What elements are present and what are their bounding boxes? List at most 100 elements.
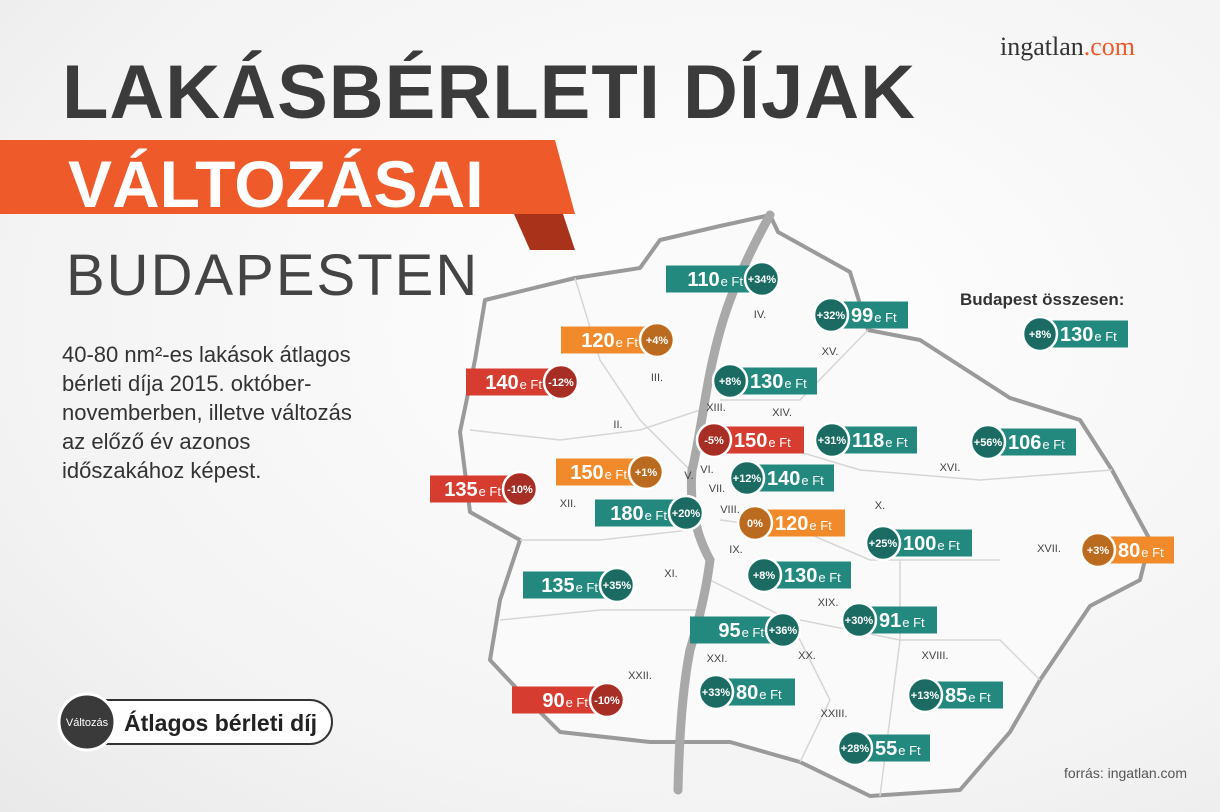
change-label: +25% [869, 538, 898, 550]
change-circle [840, 601, 878, 639]
badge: +4% 120e Ft [561, 321, 676, 359]
change-label: +1% [635, 467, 658, 479]
change-circle [736, 504, 774, 542]
price-label: 55e Ft [875, 738, 921, 760]
change-circle [743, 260, 781, 298]
price-label: 150e Ft [570, 462, 627, 484]
price-value: 85 [945, 685, 967, 707]
change-circle [711, 362, 749, 400]
change-circle [812, 296, 850, 334]
legend-price: Átlagos bérleti díj [124, 709, 317, 736]
change-circle-shade [1082, 534, 1114, 566]
price-value: 130 [1060, 324, 1093, 346]
change-circle-shade [601, 569, 633, 601]
district-label: III. [651, 372, 663, 384]
change-circle [836, 729, 874, 767]
badge: +31% 118e Ft [813, 421, 917, 459]
price-value: 120 [775, 513, 808, 535]
change-circle-shade [815, 299, 847, 331]
change-circle [813, 421, 851, 459]
price-value: 140 [767, 468, 800, 490]
title-banner [0, 140, 555, 214]
district-label: VII. [709, 483, 726, 495]
price-value: 140 [485, 372, 518, 394]
badge: +30% 91e Ft [840, 601, 937, 639]
change-label: +20% [672, 508, 701, 520]
price-unit: e Ft [520, 377, 543, 392]
legend-circle [57, 692, 117, 752]
badge: +28% 55e Ft [836, 729, 930, 767]
change-circle-shade [867, 527, 899, 559]
change-label: +34% [748, 274, 777, 286]
change-label: +8% [719, 376, 742, 388]
change-circle-shade [972, 426, 1004, 458]
district-label: XV. [822, 346, 839, 358]
price-label: 80e Ft [736, 682, 782, 704]
price-unit: e Ft [784, 376, 807, 391]
change-circle-shade [731, 462, 763, 494]
price-value: 135 [541, 575, 574, 597]
change-circle [501, 470, 539, 508]
price-label: 130e Ft [1060, 324, 1117, 346]
district-label: XIII. [706, 402, 726, 414]
change-circle [745, 556, 783, 594]
change-label: +8% [1029, 329, 1052, 341]
badge: +33% 80e Ft [697, 673, 795, 711]
district-label: VI. [700, 464, 713, 476]
badge: +8% 130e Ft [711, 362, 817, 400]
price-value: 110 [687, 269, 719, 291]
price-value: 130 [784, 565, 817, 587]
price-unit: e Ft [645, 508, 668, 523]
title-line-3: BUDAPESTEN [66, 243, 479, 308]
price-label: 118e Ft [852, 430, 908, 452]
price-value: 118 [852, 430, 884, 452]
price-value: 80 [1118, 540, 1140, 562]
banner-edge [500, 140, 575, 214]
badge: +25% 100e Ft [864, 524, 972, 562]
change-circle [697, 673, 735, 711]
price-value: 100 [903, 533, 936, 555]
title-line-2: VÁLTOZÁSAI [68, 147, 484, 221]
price-unit: e Ft [902, 615, 925, 630]
change-circle-shade [670, 497, 702, 529]
badge: +20% 180e Ft [595, 494, 705, 532]
district-label: XI. [664, 568, 677, 580]
price-label: 110e Ft [687, 269, 743, 291]
price-unit: e Ft [1094, 329, 1117, 344]
change-circle [627, 453, 665, 491]
badge: -10% 90e Ft [512, 681, 626, 719]
badge: +8% 130e Ft [745, 556, 851, 594]
price-value: 130 [750, 371, 783, 393]
change-circle-shade [1024, 318, 1056, 350]
price-unit: e Ft [809, 518, 832, 533]
district-label: XIX. [818, 597, 839, 609]
badge: +8% 130e Ft [1021, 315, 1128, 353]
price-unit: e Ft [885, 435, 908, 450]
change-circle-shade [545, 366, 577, 398]
change-circle [969, 423, 1007, 461]
price-label: 120e Ft [775, 513, 832, 535]
price-unit: e Ft [801, 473, 824, 488]
logo-tld: .com [1084, 32, 1135, 61]
change-label: +35% [603, 580, 632, 592]
price-label: 150e Ft [734, 430, 791, 452]
change-label: +33% [702, 687, 731, 699]
price-label: 130e Ft [784, 565, 841, 587]
price-label: 135e Ft [541, 575, 598, 597]
district-label: X. [875, 500, 885, 512]
change-circle-shade [591, 684, 623, 716]
change-circle-shade [714, 365, 746, 397]
change-circle-shade [767, 614, 799, 646]
price-value: 99 [851, 305, 873, 327]
district-label: XVII. [1037, 543, 1061, 555]
price-unit: e Ft [818, 570, 841, 585]
price-value: 90 [542, 690, 564, 712]
badge: +1% 150e Ft [556, 453, 665, 491]
change-circle [667, 494, 705, 532]
price-unit: e Ft [605, 467, 628, 482]
description: 40-80 nm²-es lakások átlagos bérleti díj… [62, 342, 352, 483]
logo-name: ingatlan [1000, 32, 1084, 61]
change-label: +36% [769, 625, 798, 637]
